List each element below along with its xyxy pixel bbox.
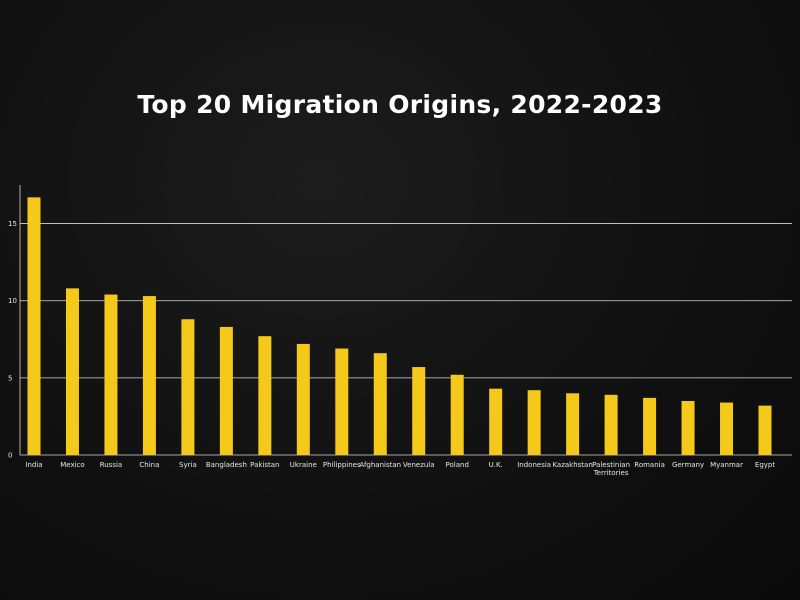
bar-palestinian-territories <box>604 394 618 455</box>
bar-india <box>27 197 41 456</box>
bar-venezula <box>412 367 426 455</box>
bar-afghanistan <box>373 353 387 455</box>
bar-indonesia <box>527 390 541 455</box>
y-tick-label-0: 0 <box>8 452 12 460</box>
bar-layer <box>27 197 772 456</box>
bar-philippines <box>335 348 349 455</box>
bar-romania <box>643 397 657 455</box>
x-tick-label-russia: Russia <box>100 461 123 469</box>
bar-egypt <box>758 405 772 455</box>
grid-layer <box>20 223 792 379</box>
bar-mexico <box>65 288 79 455</box>
y-tick-label-15: 15 <box>8 220 17 228</box>
bar-russia <box>104 294 118 455</box>
bar-china <box>142 296 156 455</box>
bar-syria <box>181 319 195 455</box>
x-tick-label-ukraine: Ukraine <box>290 461 317 469</box>
x-tick-label-venezula: Venezula <box>403 461 435 469</box>
x-tick-label-philippines: Philippines <box>323 461 361 469</box>
x-tick-label-egypt: Egypt <box>755 461 775 469</box>
axis-layer <box>19 185 792 456</box>
y-tick-label-5: 5 <box>8 374 12 382</box>
x-tick-label-u-k-: U.K. <box>489 461 503 469</box>
bar-kazakhstan <box>566 393 580 455</box>
x-tick-label-mexico: Mexico <box>60 461 84 469</box>
bar-pakistan <box>258 336 272 455</box>
chart-title: Top 20 Migration Origins, 2022-2023 <box>137 90 663 119</box>
bar-bangladesh <box>219 326 233 455</box>
x-tick-label-china: China <box>139 461 159 469</box>
bar-myanmar <box>720 402 734 455</box>
x-tick-label-india: India <box>25 461 42 469</box>
x-tick-label-pakistan: Pakistan <box>250 461 279 469</box>
x-tick-label-palestinian-territories: Palestinian Territories <box>592 461 630 477</box>
label-layer: 0 5 10 15 India Mexico Russia China Syria Banglad… <box>8 220 775 477</box>
x-tick-label-kazakhstan: Kazakhstan <box>552 461 592 469</box>
x-tick-label-indonesia: Indonesia <box>517 461 551 469</box>
x-tick-label-myanmar: Myanmar <box>710 461 743 469</box>
bar-ukraine <box>296 343 310 455</box>
x-tick-label-syria: Syria <box>179 461 197 469</box>
x-tick-label-germany: Germany <box>672 461 704 469</box>
x-tick-label-romania: Romania <box>634 461 665 469</box>
bar-u-k- <box>489 388 503 455</box>
x-tick-label-poland: Poland <box>446 461 469 469</box>
x-tick-label-bangladesh: Bangladesh <box>206 461 247 469</box>
bar-poland <box>450 374 464 455</box>
x-tick-label-afghanistan: Afghanistan <box>359 461 401 469</box>
y-tick-label-10: 10 <box>8 297 17 305</box>
bar-germany <box>681 401 695 455</box>
